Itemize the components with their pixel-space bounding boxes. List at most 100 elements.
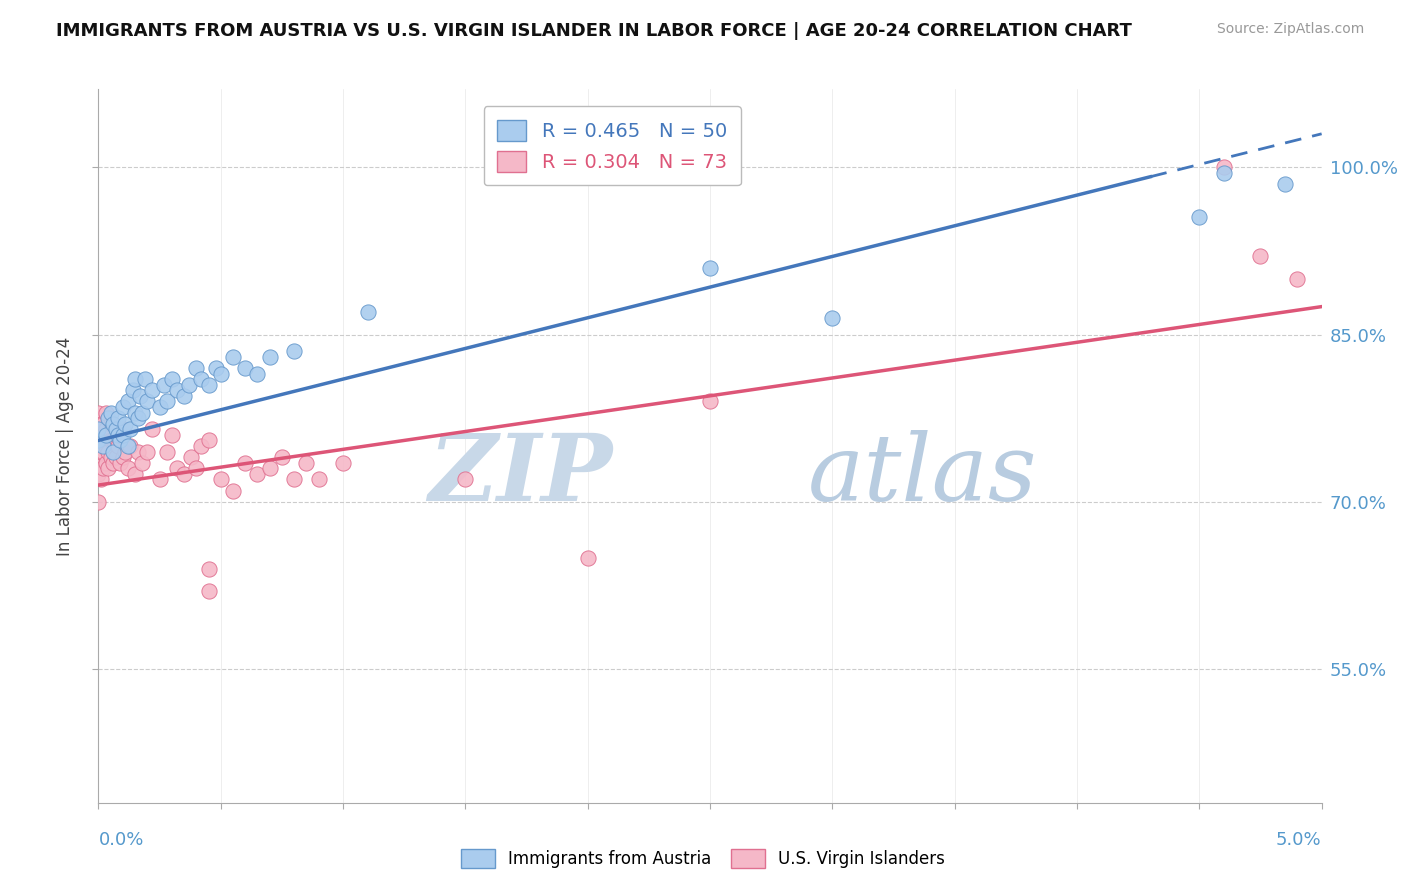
Point bbox=[114, 417, 136, 431]
Point bbox=[110, 434, 132, 448]
Text: ZIP: ZIP bbox=[427, 430, 612, 519]
Point bbox=[283, 472, 305, 486]
Point bbox=[129, 389, 152, 403]
Point bbox=[259, 461, 281, 475]
Point bbox=[149, 400, 172, 414]
Point bbox=[111, 428, 134, 442]
Point bbox=[91, 444, 114, 458]
Point bbox=[111, 400, 134, 414]
Point bbox=[100, 417, 122, 431]
Point bbox=[246, 367, 269, 381]
Point bbox=[197, 434, 219, 448]
Point bbox=[97, 444, 120, 458]
Point bbox=[149, 472, 172, 486]
Point bbox=[186, 360, 208, 375]
Point bbox=[209, 367, 232, 381]
Point bbox=[127, 444, 149, 458]
Point bbox=[124, 467, 146, 481]
Point bbox=[97, 461, 120, 475]
Point bbox=[101, 417, 124, 431]
Point bbox=[107, 411, 129, 425]
Point bbox=[222, 350, 245, 364]
Point bbox=[308, 472, 330, 486]
Point bbox=[114, 444, 136, 458]
Point bbox=[1250, 250, 1272, 264]
Point bbox=[90, 417, 112, 431]
Point bbox=[104, 422, 127, 436]
Point bbox=[821, 310, 844, 325]
Point bbox=[295, 456, 318, 470]
Point bbox=[104, 450, 127, 464]
Point bbox=[124, 372, 146, 386]
Point bbox=[180, 450, 202, 464]
Point bbox=[153, 377, 176, 392]
Point bbox=[94, 428, 117, 442]
Point bbox=[97, 428, 120, 442]
Point bbox=[699, 260, 721, 275]
Point bbox=[107, 439, 129, 453]
Point bbox=[94, 405, 117, 419]
Point bbox=[120, 439, 142, 453]
Point bbox=[699, 394, 721, 409]
Point bbox=[87, 405, 110, 419]
Point bbox=[101, 434, 124, 448]
Point bbox=[91, 428, 114, 442]
Point bbox=[233, 456, 256, 470]
Point bbox=[136, 394, 159, 409]
Point bbox=[156, 444, 179, 458]
Point bbox=[87, 434, 110, 448]
Point bbox=[94, 422, 117, 436]
Point bbox=[173, 389, 195, 403]
Point bbox=[97, 411, 120, 425]
Point bbox=[87, 411, 110, 425]
Point bbox=[141, 384, 163, 398]
Point bbox=[222, 483, 245, 498]
Point bbox=[177, 377, 200, 392]
Point bbox=[110, 456, 132, 470]
Point bbox=[270, 450, 294, 464]
Point bbox=[283, 344, 305, 359]
Point bbox=[90, 422, 112, 436]
Point bbox=[120, 422, 142, 436]
Point bbox=[160, 372, 183, 386]
Point bbox=[87, 494, 110, 508]
Point bbox=[117, 439, 139, 453]
Point bbox=[233, 360, 256, 375]
Point bbox=[454, 472, 477, 486]
Point bbox=[87, 422, 110, 436]
Point bbox=[91, 417, 114, 431]
Point bbox=[90, 472, 112, 486]
Point bbox=[127, 411, 149, 425]
Point bbox=[100, 450, 122, 464]
Point bbox=[117, 461, 139, 475]
Point bbox=[87, 428, 110, 442]
Point bbox=[107, 428, 129, 442]
Point bbox=[121, 384, 143, 398]
Point bbox=[156, 394, 179, 409]
Point bbox=[141, 422, 163, 436]
Text: atlas: atlas bbox=[808, 430, 1038, 519]
Point bbox=[131, 405, 153, 419]
Point bbox=[87, 467, 110, 481]
Text: 5.0%: 5.0% bbox=[1277, 831, 1322, 849]
Point bbox=[136, 444, 159, 458]
Point bbox=[111, 450, 134, 464]
Point bbox=[190, 372, 212, 386]
Text: IMMIGRANTS FROM AUSTRIA VS U.S. VIRGIN ISLANDER IN LABOR FORCE | AGE 20-24 CORRE: IMMIGRANTS FROM AUSTRIA VS U.S. VIRGIN I… bbox=[56, 22, 1132, 40]
Point bbox=[90, 444, 112, 458]
Point bbox=[197, 562, 219, 576]
Point bbox=[87, 417, 110, 431]
Point bbox=[91, 461, 114, 475]
Point bbox=[576, 550, 599, 565]
Point bbox=[100, 434, 122, 448]
Point bbox=[166, 461, 188, 475]
Text: 0.0%: 0.0% bbox=[98, 831, 143, 849]
Point bbox=[100, 405, 122, 419]
Legend: R = 0.465   N = 50, R = 0.304   N = 73: R = 0.465 N = 50, R = 0.304 N = 73 bbox=[484, 106, 741, 186]
Point bbox=[94, 456, 117, 470]
Point bbox=[197, 583, 219, 598]
Point bbox=[131, 456, 153, 470]
Point bbox=[134, 372, 156, 386]
Point bbox=[332, 456, 354, 470]
Text: Source: ZipAtlas.com: Source: ZipAtlas.com bbox=[1216, 22, 1364, 37]
